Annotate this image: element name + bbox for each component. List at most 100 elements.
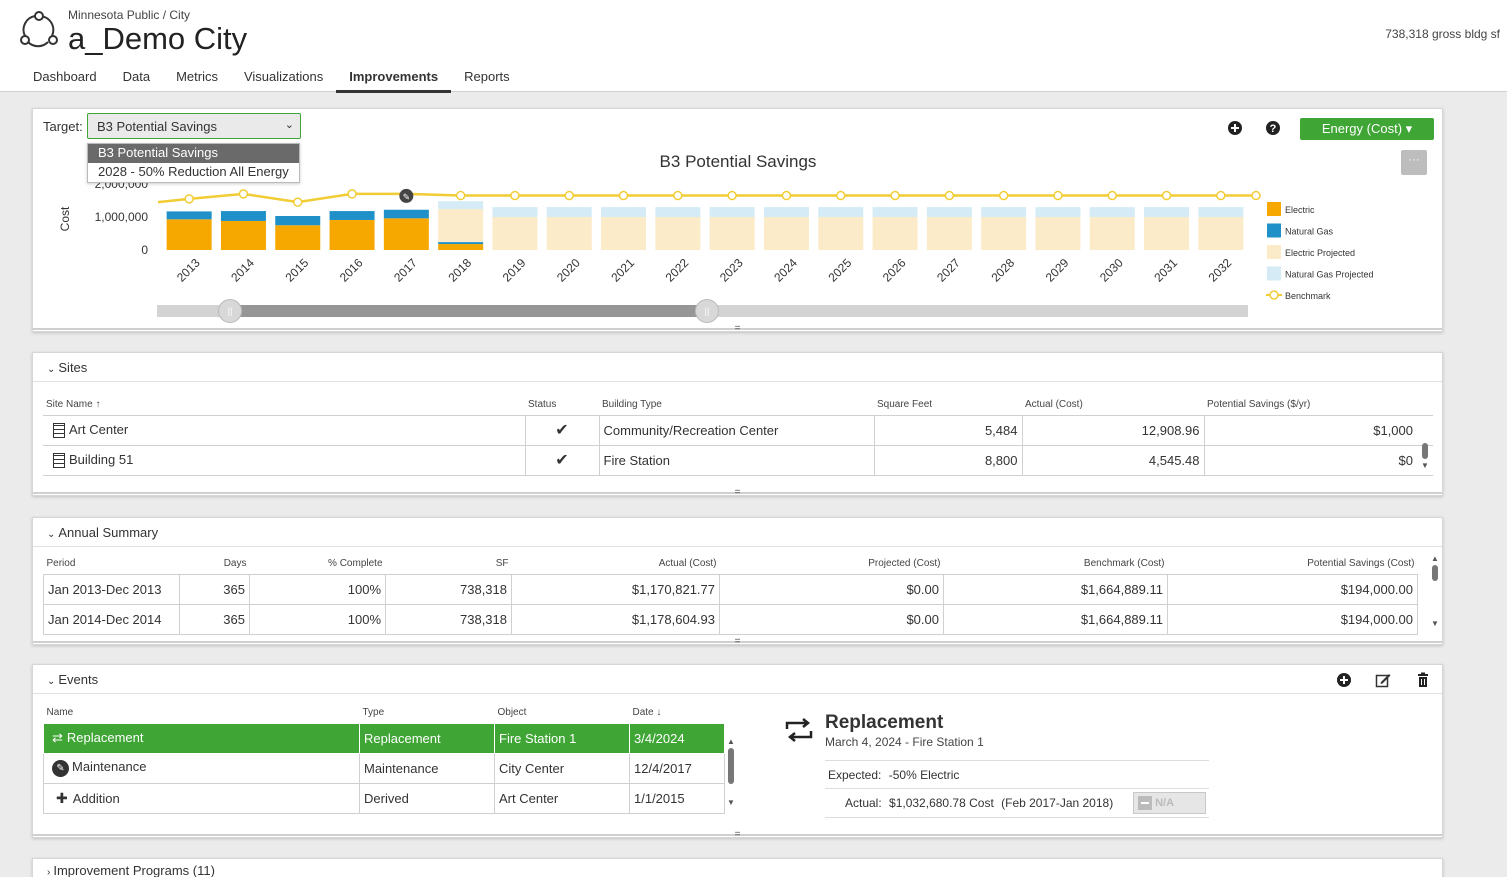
benchmark-cost: $1,664,889.11	[943, 603, 1168, 635]
col-projected-cost[interactable]: Projected (Cost)	[868, 557, 941, 569]
chart-panel: Target: B3 Potential Savings ⌄ B3 Potent…	[32, 108, 1443, 334]
benchmark-point	[781, 190, 792, 201]
annual-summary-scrollbar[interactable]: ▲ ▼	[1431, 554, 1439, 628]
benchmark-cost: $1,664,889.11	[943, 573, 1168, 605]
x-tick-label: 2025	[826, 256, 855, 285]
chart-panel-resize-handle[interactable]: =	[33, 324, 1442, 334]
tab-improvements[interactable]: Improvements	[336, 66, 452, 93]
bar-natural-gas	[220, 211, 266, 221]
benchmark-point	[890, 190, 900, 201]
x-tick-label: 2028	[988, 256, 1017, 285]
col-name[interactable]: Name	[46, 706, 74, 718]
col-days[interactable]: Days	[223, 557, 247, 569]
actual-period: (Feb 2017-Jan 2018)	[1001, 796, 1114, 810]
legend-label: Benchmark	[1285, 291, 1331, 301]
col-site-name[interactable]: Site Name ↑	[46, 398, 101, 410]
improvement-programs-header[interactable]: › Improvement Programs (11)	[47, 863, 215, 877]
x-tick-label: 2016	[337, 256, 366, 285]
col-object[interactable]: Object	[497, 706, 527, 718]
tab-visualizations[interactable]: Visualizations	[243, 69, 324, 84]
actual-cost: $1,170,821.77	[511, 573, 720, 605]
tab-metrics[interactable]: Metrics	[176, 69, 218, 84]
col-potential-savings-cost[interactable]: Potential Savings (Cost)	[1307, 557, 1415, 569]
sites-resize-handle[interactable]: =	[33, 488, 1442, 498]
site-name[interactable]: Building 51	[69, 451, 134, 467]
energy-cost-button[interactable]: Energy (Cost) ▾	[1300, 118, 1434, 140]
chevron-down-icon: ⌄	[284, 119, 294, 131]
edit-icon[interactable]	[1375, 672, 1391, 688]
x-tick-label: 2029	[1043, 256, 1072, 285]
bar-natural-gas	[329, 211, 375, 220]
help-icon[interactable]: ?	[1265, 120, 1281, 136]
tab-data[interactable]: Data	[122, 69, 151, 84]
col-actual-cost[interactable]: Actual (Cost)	[1025, 398, 1083, 410]
range-slider-right-handle[interactable]: ||	[695, 299, 719, 323]
col-status[interactable]: Status	[528, 398, 557, 410]
benchmark-point	[510, 190, 520, 201]
projected-cost: $0.00	[719, 603, 944, 635]
square-feet: 8,800	[873, 444, 1023, 476]
table-row[interactable]: Jan 2014-Dec 2014 365 100% 738,318 $1,17…	[43, 603, 1418, 635]
annual-summary-title: Annual Summary	[58, 525, 159, 540]
col-actual-cost[interactable]: Actual (Cost)	[658, 557, 717, 569]
add-icon[interactable]	[1227, 120, 1243, 136]
period: Jan 2013-Dec 2013	[43, 573, 180, 605]
table-row-selected[interactable]: ⇄ Replacement Replacement Fire Station 1 …	[43, 722, 725, 754]
col-square-feet[interactable]: Square Feet	[877, 398, 933, 410]
sites-scrollbar[interactable]: ▼	[1419, 441, 1431, 479]
benchmark-point	[455, 190, 466, 201]
target-option-b3[interactable]: B3 Potential Savings	[88, 144, 299, 163]
chevron-right-icon: ›	[47, 867, 51, 877]
events-resize-handle[interactable]: =	[33, 830, 1442, 840]
bar-electric-projected	[546, 217, 592, 250]
target-select[interactable]: B3 Potential Savings ⌄	[87, 113, 301, 139]
tab-dashboard[interactable]: Dashboard	[33, 69, 97, 84]
annual-summary-header[interactable]: ⌄ Annual Summary	[47, 525, 158, 540]
add-event-icon[interactable]	[1336, 672, 1352, 688]
col-percent-complete[interactable]: % Complete	[328, 557, 383, 569]
table-row[interactable]: Art Center ✔ Community/Recreation Center…	[43, 414, 1433, 446]
events-scrollbar[interactable]: ▲ ▼	[727, 737, 735, 807]
chart-menu-button[interactable]: ···	[1401, 150, 1427, 175]
table-row[interactable]: ✚ Addition Derived Art Center 1/1/2015	[43, 782, 725, 814]
divider	[33, 693, 1442, 694]
table-row[interactable]: ✎ Maintenance Maintenance City Center 12/…	[43, 752, 725, 784]
benchmark-point	[618, 190, 629, 201]
table-row[interactable]: Jan 2013-Dec 2013 365 100% 738,318 $1,17…	[43, 573, 1418, 605]
table-row[interactable]: Building 51 ✔ Fire Station 8,800 4,545.4…	[43, 444, 1433, 476]
legend-label: Electric	[1285, 205, 1315, 215]
target-option-2028[interactable]: 2028 - 50% Reduction All Energy	[98, 164, 289, 179]
site-name[interactable]: Art Center	[69, 421, 129, 437]
event-object: Fire Station 1	[494, 722, 630, 754]
annual-summary-resize-handle[interactable]: =	[33, 637, 1442, 647]
range-slider-left-handle[interactable]: ||	[218, 299, 242, 323]
target-label: Target:	[43, 119, 83, 134]
col-building-type[interactable]: Building Type	[602, 398, 662, 410]
bar-electric-projected	[1089, 217, 1135, 250]
na-toggle[interactable]: N/A	[1133, 792, 1206, 814]
replacement-icon: ⇄	[52, 730, 63, 745]
bar-electric-projected	[655, 217, 701, 250]
col-period[interactable]: Period	[46, 557, 76, 569]
col-date[interactable]: Date ↓	[632, 706, 662, 718]
col-sf[interactable]: SF	[495, 557, 509, 569]
status-check-icon: ✔	[524, 444, 600, 476]
pin-icon: ✚	[56, 789, 68, 806]
x-tick-label: 2027	[934, 256, 963, 285]
col-type[interactable]: Type	[362, 706, 385, 718]
bar-natural-gas-projected	[981, 207, 1027, 217]
sites-table: Site Name ↑ Status Building Type Square …	[43, 391, 1433, 476]
building-icon	[53, 453, 65, 469]
sites-panel-header[interactable]: ⌄ Sites	[47, 360, 87, 375]
events-panel-header[interactable]: ⌄ Events	[47, 672, 98, 687]
y-tick-label: 1,000,000	[95, 210, 149, 224]
period: Jan 2014-Dec 2014	[43, 603, 180, 635]
col-benchmark-cost[interactable]: Benchmark (Cost)	[1083, 557, 1165, 569]
breadcrumb[interactable]: Minnesota Public / City	[68, 8, 191, 22]
trash-icon[interactable]	[1415, 672, 1431, 688]
x-tick-label: 2022	[663, 256, 692, 285]
bar-natural-gas-projected	[1089, 207, 1135, 217]
tab-reports[interactable]: Reports	[464, 69, 510, 84]
col-potential-savings[interactable]: Potential Savings ($/yr)	[1207, 398, 1311, 410]
event-type: Derived	[359, 782, 495, 814]
